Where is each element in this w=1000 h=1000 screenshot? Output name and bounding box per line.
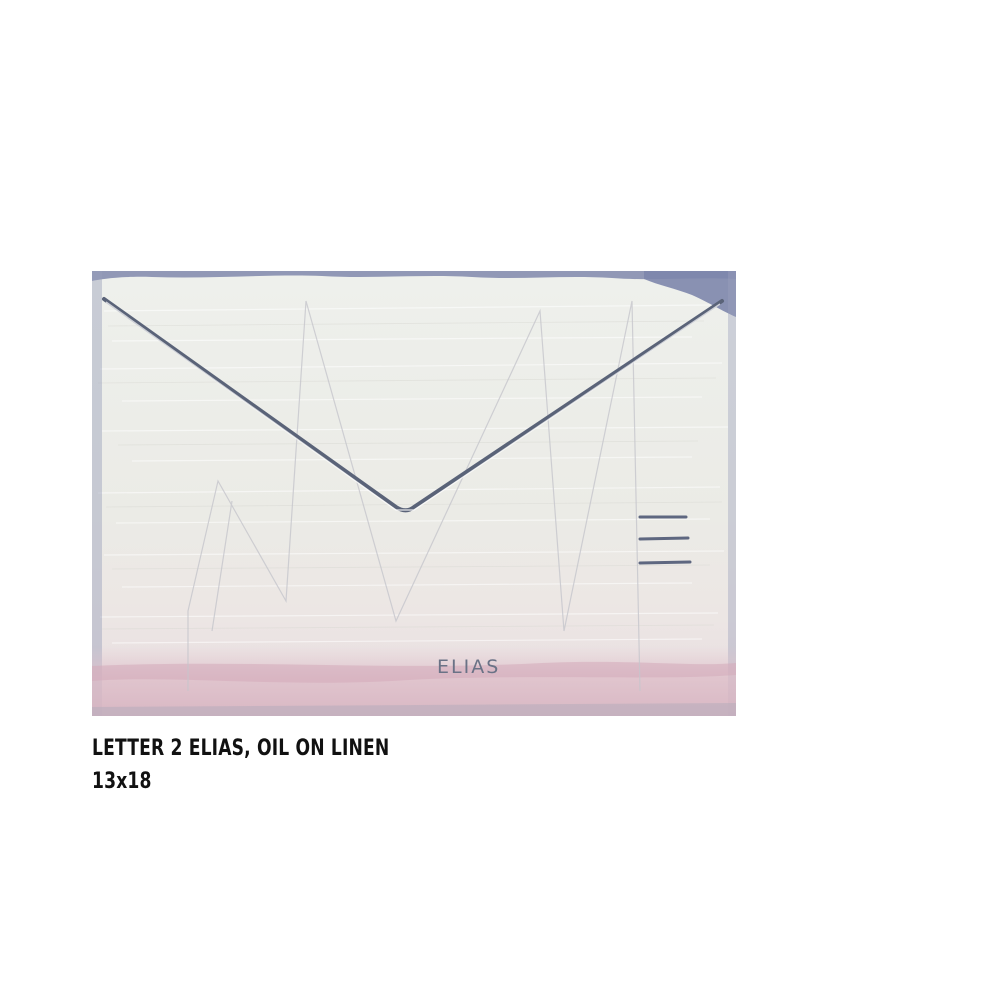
- pencil-zigzag: [187, 300, 641, 692]
- envelope-painting: ELIAS: [92, 271, 736, 716]
- caption-size: 13x18: [92, 769, 152, 794]
- blue-left-edge: [92, 271, 102, 716]
- bottom-edge: [92, 703, 736, 716]
- painted-name: ELIAS: [437, 656, 500, 678]
- envelope-flap-highlight: [105, 301, 721, 511]
- brush-shadows: [97, 320, 723, 630]
- caption: LETTER 2 ELIAS, OIL ON LINEN 13x18: [92, 732, 692, 798]
- blue-top-edge: [92, 271, 736, 281]
- blue-right-edge: [728, 271, 736, 716]
- blue-corner: [644, 271, 736, 317]
- pink-stroke: [92, 661, 736, 683]
- caption-title: LETTER 2 ELIAS, OIL ON LINEN: [92, 736, 390, 761]
- painting-canvas: ELIAS: [92, 271, 736, 716]
- stamp-lines: [638, 515, 692, 565]
